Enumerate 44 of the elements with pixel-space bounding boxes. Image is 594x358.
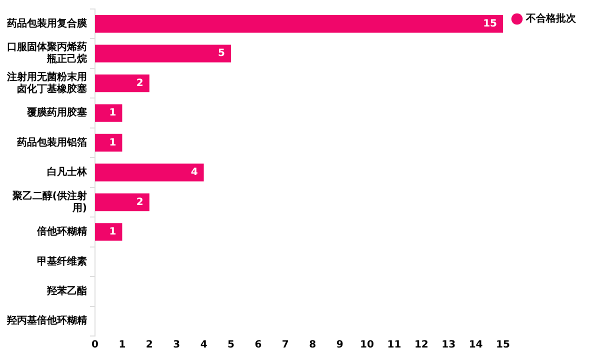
y-tick-label: 羟苯乙酯 — [46, 285, 87, 298]
y-tick-label: 倍他环糊精 — [36, 226, 87, 238]
bar — [95, 134, 122, 152]
bar — [95, 223, 122, 241]
x-tick-label: 1 — [118, 340, 126, 351]
x-tick-label: 14 — [468, 340, 483, 351]
data-label: 1 — [109, 226, 116, 238]
y-tick-label: 聚乙二醇(供注射用) — [11, 190, 87, 214]
bar — [95, 44, 231, 62]
bar — [95, 74, 150, 92]
data-label: 1 — [109, 137, 116, 148]
y-tick-label: 药品包装用铝箔 — [16, 136, 87, 148]
data-label: 15 — [483, 18, 498, 30]
y-tick-label: 羟丙基倍他环糊精 — [6, 314, 87, 327]
y-tick-label: 白凡士林 — [47, 166, 88, 178]
x-tick-label: 5 — [228, 340, 235, 351]
y-tick-label: 甲基纤维素 — [37, 255, 87, 268]
x-tick-label: 10 — [360, 340, 374, 351]
data-label: 4 — [190, 167, 198, 178]
x-tick-label: 0 — [92, 340, 99, 351]
x-tick-label: 12 — [414, 340, 428, 351]
bar — [95, 104, 122, 122]
y-tick-label: 口服固体聚丙烯药瓶正己烷 — [7, 41, 87, 66]
x-tick-label: 13 — [442, 340, 456, 351]
x-tick-label: 6 — [254, 340, 262, 351]
data-label: 5 — [218, 48, 226, 60]
y-tick-label: 覆膜药用胶塞 — [26, 106, 87, 119]
y-tick-label: 药品包装用复合膜 — [6, 17, 88, 30]
legend-label: 不合格批次 — [525, 12, 577, 25]
bar — [95, 164, 204, 182]
x-tick-label: 11 — [387, 340, 402, 351]
x-tick-label: 7 — [282, 340, 289, 351]
x-tick-label: 8 — [309, 340, 316, 351]
x-tick-label: 2 — [146, 340, 153, 351]
x-tick-label: 3 — [173, 340, 180, 351]
data-label: 2 — [136, 196, 144, 208]
bar — [95, 15, 503, 33]
bar — [95, 193, 150, 212]
y-tick-label: 注射用无菌粉末用卤化丁基橡胶塞 — [6, 70, 87, 95]
x-tick-label: 9 — [336, 340, 344, 351]
data-label: 2 — [136, 78, 144, 89]
x-tick-label: 4 — [200, 340, 208, 351]
x-tick-label: 15 — [496, 340, 510, 351]
data-label: 1 — [109, 108, 116, 119]
